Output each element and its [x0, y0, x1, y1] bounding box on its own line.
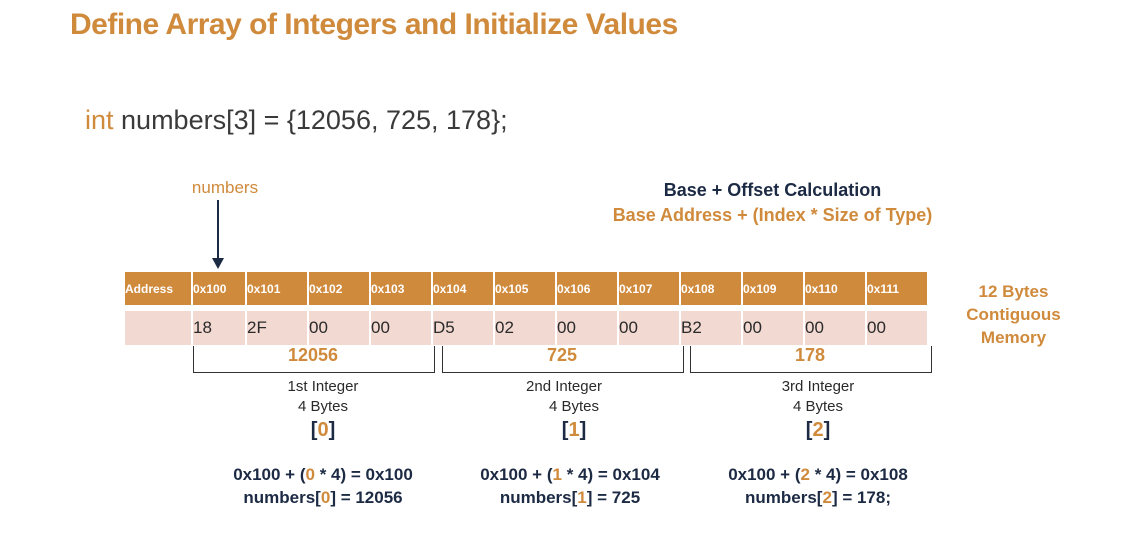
- memory-note: 12 Bytes Contiguous Memory: [960, 280, 1067, 349]
- element-equation: numbers[1] = 725: [430, 488, 710, 508]
- byte-cell: B2: [679, 311, 741, 345]
- byte-cell: 00: [555, 311, 617, 345]
- byte-cell: 00: [307, 311, 369, 345]
- element-post: ] = 725: [586, 488, 641, 507]
- byte-cell: D5: [431, 311, 493, 345]
- byte-cell: 18: [191, 311, 245, 345]
- element-equation: numbers[0] = 12056: [183, 488, 463, 508]
- memory-table: Address 0x100 0x101 0x102 0x103 0x104 0x…: [125, 272, 927, 345]
- byte-row: 18 2F 00 00 D5 02 00 00 B2 00 00 00: [125, 311, 927, 345]
- integer-size: 4 Bytes: [792, 398, 844, 415]
- byte-cell: 00: [369, 311, 431, 345]
- element-pre: numbers[: [243, 488, 321, 507]
- integer-ordinal: 3rd Integer: [781, 378, 855, 395]
- address-cell: 0x107: [617, 272, 679, 305]
- address-cell: 0x106: [555, 272, 617, 305]
- address-calc-index: 2: [800, 465, 810, 484]
- element-post: ] = 178;: [831, 488, 891, 507]
- code-keyword: int: [85, 105, 114, 135]
- address-calc-post: * 4) = 0x104: [561, 465, 660, 484]
- address-cell: 0x102: [307, 272, 369, 305]
- byte-cell: 00: [865, 311, 927, 345]
- address-cell: 0x109: [741, 272, 803, 305]
- integer-ordinal: 2nd Integer: [526, 378, 602, 395]
- integer-size: 4 Bytes: [548, 398, 600, 415]
- address-cell: 0x108: [679, 272, 741, 305]
- index-number: 0: [317, 419, 329, 441]
- integer-bracket: [442, 346, 684, 373]
- element-pre: numbers[: [499, 488, 578, 507]
- integer-value: 12056: [287, 345, 339, 365]
- integer-size: 4 Bytes: [297, 398, 349, 415]
- address-calc-pre: 0x100 + (: [233, 465, 306, 484]
- byte-cell: 00: [803, 311, 865, 345]
- integer-value: 725: [546, 345, 578, 365]
- address-calc: 0x100 + (1 * 4) = 0x104: [430, 465, 710, 485]
- integer-bracket: [193, 346, 435, 373]
- address-header: Address: [125, 272, 191, 305]
- code-declaration: int numbers[3] = {12056, 725, 178};: [85, 105, 508, 136]
- pointer-arrow-shaft: [217, 200, 219, 262]
- address-calc: 0x100 + (2 * 4) = 0x108: [678, 465, 958, 485]
- address-row: Address 0x100 0x101 0x102 0x103 0x104 0x…: [125, 272, 927, 305]
- memory-note-line: Memory: [980, 328, 1047, 347]
- address-calc-index: 1: [552, 465, 562, 484]
- address-calc-pre: 0x100 + (: [728, 465, 801, 484]
- calc-heading: Base + Offset Calculation: [663, 180, 882, 200]
- element-index: 2: [822, 488, 832, 507]
- byte-cell: 2F: [245, 311, 307, 345]
- element-index: 1: [577, 488, 587, 507]
- integer-index: [0]: [310, 419, 336, 441]
- address-cell: 0x101: [245, 272, 307, 305]
- address-cell: 0x100: [191, 272, 245, 305]
- address-cell: 0x111: [865, 272, 927, 305]
- pointer-label: numbers: [191, 178, 259, 197]
- address-cell: 0x110: [803, 272, 865, 305]
- address-cell: 0x105: [493, 272, 555, 305]
- address-calc-post: * 4) = 0x108: [809, 465, 908, 484]
- byte-cell: 02: [493, 311, 555, 345]
- memory-note-line: Contiguous: [966, 305, 1061, 324]
- address-cell: 0x103: [369, 272, 431, 305]
- integer-index: [1]: [561, 419, 587, 441]
- code-rest: numbers[3] = {12056, 725, 178};: [113, 105, 508, 135]
- address-cell: 0x104: [431, 272, 493, 305]
- address-calc-index: 0: [305, 465, 315, 484]
- address-calc: 0x100 + (0 * 4) = 0x100: [183, 465, 463, 485]
- element-post: ] = 12056: [330, 488, 403, 507]
- pointer-arrow-head-icon: [212, 258, 224, 269]
- integer-value: 178: [794, 345, 826, 365]
- index-number: 2: [812, 419, 824, 441]
- memory-note-line: 12 Bytes: [978, 282, 1049, 301]
- element-equation: numbers[2] = 178;: [678, 488, 958, 508]
- byte-row-label: [125, 311, 191, 345]
- calc-formula: Base Address + (Index * Size of Type): [612, 205, 933, 225]
- element-index: 0: [320, 488, 331, 507]
- integer-index: [2]: [805, 419, 831, 441]
- index-number: 1: [568, 419, 580, 441]
- address-calc-post: * 4) = 0x100: [314, 465, 413, 484]
- integer-bracket: [690, 346, 932, 373]
- address-calc-pre: 0x100 + (: [480, 465, 553, 484]
- byte-cell: 00: [617, 311, 679, 345]
- page-title: Define Array of Integers and Initialize …: [70, 8, 678, 41]
- byte-cell: 00: [741, 311, 803, 345]
- integer-ordinal: 1st Integer: [287, 378, 359, 395]
- element-pre: numbers[: [745, 488, 823, 507]
